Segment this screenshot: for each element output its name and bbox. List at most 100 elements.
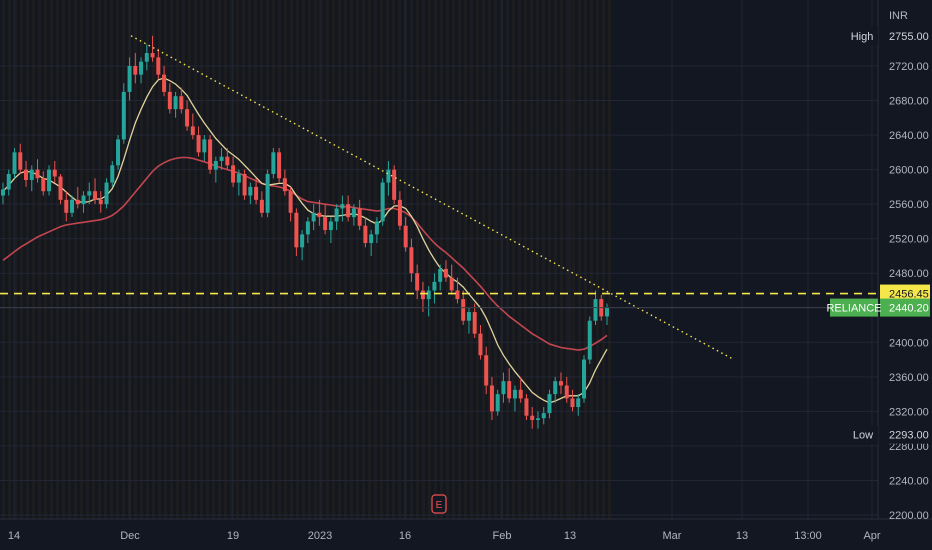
candle	[110, 160, 115, 187]
candle	[116, 135, 121, 170]
candlesticks	[1, 35, 609, 429]
candle-body	[535, 418, 540, 421]
session-stripe	[314, 0, 317, 519]
session-stripe	[572, 0, 575, 519]
candle-body	[104, 182, 109, 205]
candle-body	[570, 398, 575, 408]
session-stripe	[356, 0, 359, 519]
candle	[397, 191, 402, 231]
session-stripe	[116, 0, 119, 519]
session-stripe	[236, 0, 239, 519]
candle-body	[236, 173, 241, 183]
candle-body	[219, 156, 224, 161]
candle-body	[167, 91, 172, 110]
candle	[547, 389, 552, 419]
candle-body	[24, 169, 29, 180]
session-stripe	[278, 0, 281, 519]
candle	[455, 277, 460, 304]
session-stripe	[584, 0, 587, 519]
session-stripe	[446, 0, 449, 519]
low-label: Low	[848, 425, 878, 444]
session-stripe	[224, 0, 227, 519]
candle	[173, 91, 178, 118]
session-stripe	[170, 0, 173, 519]
trendline	[130, 35, 735, 361]
low-label-box	[848, 425, 878, 444]
horizontal-grid	[0, 65, 878, 516]
session-stripe	[512, 0, 515, 519]
candle-body	[530, 415, 535, 421]
candle	[438, 264, 443, 291]
session-stripe	[14, 0, 17, 519]
session-stripe	[80, 0, 83, 519]
candle	[259, 191, 264, 218]
candle	[41, 171, 46, 196]
high-price-tag-text: 2755.00	[889, 31, 929, 43]
candle	[357, 199, 362, 231]
candle	[466, 307, 471, 334]
session-stripe	[380, 0, 383, 519]
session-stripe	[596, 0, 599, 519]
earnings-icon[interactable]: E	[431, 494, 447, 514]
candle-body	[133, 66, 138, 75]
candle	[231, 156, 236, 187]
session-stripe	[296, 0, 299, 519]
candle-body	[150, 53, 155, 58]
y-tick-label: 2320.00	[889, 406, 929, 418]
session-stripe	[362, 0, 365, 519]
session-stripe	[386, 0, 389, 519]
candle	[156, 48, 161, 79]
session-stripe	[122, 0, 125, 519]
session-stripe	[542, 0, 545, 519]
high-label-box	[846, 26, 878, 45]
session-stripe	[608, 0, 611, 519]
x-tick-label: 13:00	[794, 530, 822, 542]
session-stripe	[272, 0, 275, 519]
candle	[18, 143, 23, 174]
session-stripe	[8, 0, 11, 519]
candle	[449, 264, 454, 295]
candle-body	[328, 221, 333, 231]
candle	[29, 165, 34, 192]
candle-body	[489, 385, 494, 412]
candle	[242, 169, 247, 200]
candle	[52, 160, 57, 183]
session-stripe	[482, 0, 485, 519]
candle	[75, 186, 80, 209]
session-stripe	[212, 0, 215, 519]
last-price-tag-text: 2440.20	[889, 303, 929, 315]
session-stripe	[566, 0, 569, 519]
session-stripe	[464, 0, 467, 519]
candle	[35, 159, 40, 183]
candle-body	[47, 169, 52, 192]
candle	[478, 325, 483, 360]
candle-body	[484, 355, 489, 386]
candle-body	[162, 74, 167, 92]
candle	[70, 195, 75, 218]
candle	[340, 195, 345, 222]
candle-body	[420, 290, 425, 300]
candle-body	[323, 217, 328, 231]
candle-body	[386, 169, 391, 183]
candle-body	[455, 290, 460, 300]
candle	[12, 148, 17, 179]
candle	[1, 182, 5, 205]
candle	[380, 178, 385, 226]
candle-body	[179, 96, 184, 110]
candle	[167, 83, 172, 114]
candle	[185, 100, 190, 131]
candle	[323, 204, 328, 235]
session-stripe	[332, 0, 335, 519]
candle-body	[64, 199, 69, 213]
symbol-tag: RELIANCE	[826, 298, 882, 317]
candle	[351, 204, 356, 226]
candle-body	[208, 139, 213, 170]
candle	[501, 372, 506, 403]
session-stripe	[350, 0, 353, 519]
session-stripe	[518, 0, 521, 519]
candle-body	[374, 221, 379, 235]
session-stripe	[32, 0, 35, 519]
candle	[162, 66, 167, 97]
session-stripe	[602, 0, 605, 519]
